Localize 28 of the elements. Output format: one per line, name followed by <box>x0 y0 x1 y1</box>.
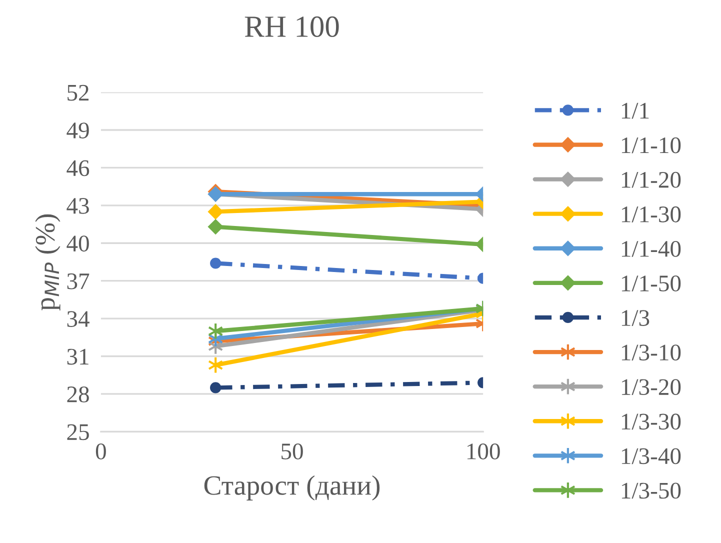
legend-label: 1/3-50 <box>622 482 681 499</box>
legend-label: 1/3-40 <box>622 448 681 464</box>
legend-label: 1/1-30 <box>622 206 681 222</box>
x-tick-label: 0 <box>96 443 106 460</box>
legend-label: 1/1-20 <box>622 172 681 188</box>
legend-label: 1/3-20 <box>622 379 681 396</box>
x-tick-label: 100 <box>467 443 500 460</box>
legend-label: 1/1-40 <box>622 240 681 257</box>
y-tick-label: 34 <box>67 311 90 327</box>
y-tick-label: 28 <box>67 386 89 402</box>
y-tick-label: 25 <box>67 424 89 440</box>
y-tick-label: 37 <box>67 273 90 290</box>
y-tick-label: 40 <box>66 236 89 252</box>
y-tick-label: 31 <box>67 348 88 365</box>
legend-label: 1/3 <box>622 310 650 326</box>
y-axis-title: p$_{MIP}$ (%) <box>35 214 60 310</box>
x-axis-title: Старост (дани) <box>204 475 380 501</box>
legend-label: 1/3-10 <box>622 344 681 361</box>
legend-label: 1/3-30 <box>622 414 681 430</box>
x-tick-label: 50 <box>282 443 303 460</box>
y-tick-label: 46 <box>66 160 90 176</box>
y-tick-label: 52 <box>68 84 89 101</box>
chart-title: RH 100 <box>244 16 339 38</box>
legend-label: 1/1-50 <box>622 276 681 292</box>
y-tick-label: 49 <box>66 122 89 138</box>
legend-label: 1/1-10 <box>622 137 681 154</box>
y-tick-label: 43 <box>66 198 89 214</box>
legend-label: 1/1 <box>622 102 649 119</box>
